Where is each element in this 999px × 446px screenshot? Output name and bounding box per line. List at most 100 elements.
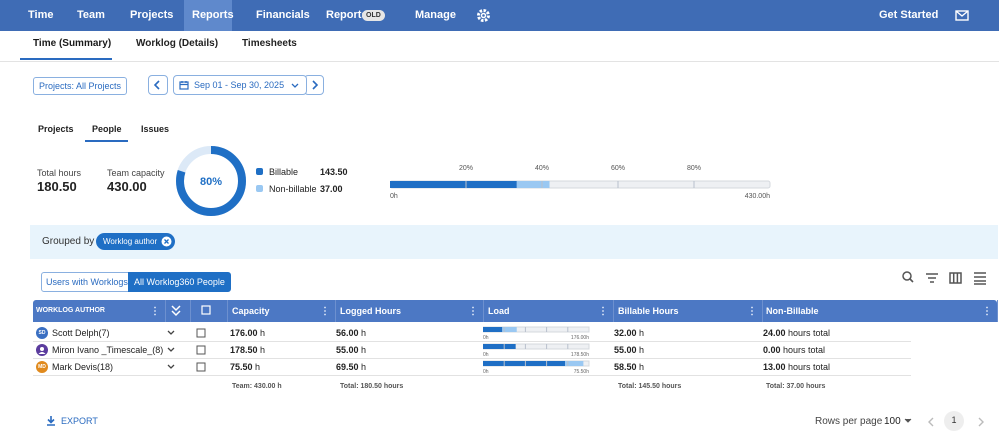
page-number[interactable]: 1 xyxy=(951,415,957,425)
column-total: Total: 145.50 hours xyxy=(618,383,682,390)
column-header[interactable]: Capacity xyxy=(232,306,270,316)
rows-per-page-value[interactable]: 100 xyxy=(884,416,901,427)
menu-dot xyxy=(472,306,474,309)
load-billable xyxy=(483,327,503,332)
column-header[interactable]: WORKLOG AUTHOR xyxy=(36,307,105,314)
menu-dot xyxy=(986,310,988,312)
nav-item[interactable]: Manage xyxy=(415,9,456,21)
load-bar: 0h 75.50h xyxy=(483,360,590,375)
avatar xyxy=(36,327,48,339)
avatar-head xyxy=(40,347,44,351)
logged: 56.00 h xyxy=(336,325,366,341)
load-track xyxy=(483,326,590,333)
export-icon[interactable] xyxy=(46,415,56,427)
team-capacity-label: Team capacity xyxy=(107,168,165,178)
row-expand xyxy=(167,364,175,369)
bar-tick-label: 40% xyxy=(535,165,549,172)
bar-tick-label: 20% xyxy=(459,165,473,172)
column-total: Team: 430.00 h xyxy=(232,383,282,390)
row-divider xyxy=(33,341,911,342)
total-hours-value: 180.50 xyxy=(37,179,77,194)
subtab[interactable]: Issues xyxy=(141,124,170,134)
subtab[interactable]: People xyxy=(92,124,122,134)
column-header[interactable]: Non-Billable xyxy=(766,306,819,316)
rows-per-page-label: Rows per page xyxy=(815,416,883,427)
billable-value: 58.50 xyxy=(614,362,637,372)
nav-item[interactable]: Projects xyxy=(130,9,174,21)
author[interactable]: Miron Ivano _Timescale_(8) xyxy=(52,345,164,355)
column-header[interactable]: Billable Hours xyxy=(618,306,679,316)
column-header[interactable]: Logged Hours xyxy=(340,306,401,316)
load-track xyxy=(483,343,590,350)
nav-item[interactable]: Team xyxy=(77,9,105,21)
tab-divider xyxy=(0,61,999,62)
date-range[interactable]: Sep 01 - Sep 30, 2025 xyxy=(173,75,308,95)
menu-dot xyxy=(602,306,604,309)
date-dropdown-icon xyxy=(291,83,299,88)
view-button[interactable]: Users with Worklogs xyxy=(41,272,133,292)
billable-unit: h xyxy=(636,328,645,338)
load-scale-label: 178.50h xyxy=(571,352,589,358)
group-chip-text: Worklog author xyxy=(103,237,158,246)
row-expand xyxy=(167,330,175,335)
column-total: Total: 180.50 hours xyxy=(340,383,404,390)
menu-dot xyxy=(324,306,326,309)
group-chip[interactable]: Worklog author xyxy=(96,233,176,250)
logged-value: 55.00 xyxy=(336,345,359,355)
column-divider xyxy=(762,300,763,322)
load-billable xyxy=(483,361,566,366)
export-button[interactable]: EXPORT xyxy=(61,416,98,426)
load-scale-label: 75.50h xyxy=(574,369,590,375)
prev-button[interactable] xyxy=(148,75,168,95)
avatar xyxy=(36,361,48,373)
menu-dot xyxy=(986,306,988,309)
row-checkbox xyxy=(196,345,206,355)
menu-dot xyxy=(472,313,474,316)
logged-unit: h xyxy=(358,345,367,355)
capacity-unit: h xyxy=(257,345,266,355)
projects-filter[interactable]: Projects: All Projects xyxy=(33,77,128,95)
author[interactable]: Mark Devis(18) xyxy=(52,362,114,372)
date-range-text: Sep 01 - Sep 30, 2025 xyxy=(194,80,285,90)
load-non-billable xyxy=(502,327,517,332)
rows-dropdown-icon[interactable] xyxy=(904,418,912,424)
tab[interactable]: Time (Summary) xyxy=(33,38,112,49)
active-nav-bg xyxy=(184,0,232,31)
load-bar: 0h 176.00h xyxy=(483,326,590,341)
subtab[interactable]: Projects xyxy=(38,124,74,134)
pager-arrows[interactable] xyxy=(926,416,986,428)
tab[interactable]: Timesheets xyxy=(242,38,297,49)
toolbar-icons[interactable] xyxy=(900,270,990,286)
bar-tick-label: 60% xyxy=(611,165,625,172)
logged-value: 56.00 xyxy=(336,328,359,338)
menu-dot xyxy=(154,313,156,316)
get-started[interactable]: Get Started xyxy=(879,9,939,21)
settings-icon[interactable] xyxy=(476,8,491,23)
table-header xyxy=(33,300,997,322)
author[interactable]: Scott Delph(7) xyxy=(52,328,110,338)
capacity-value: 176.00 xyxy=(230,328,258,338)
column-divider xyxy=(227,300,228,322)
column-divider xyxy=(997,300,998,322)
chip-remove[interactable] xyxy=(161,236,172,247)
mail-icon[interactable] xyxy=(955,10,969,21)
row-checkbox xyxy=(196,328,206,338)
column-header[interactable]: Load xyxy=(488,306,510,316)
column-divider xyxy=(483,300,484,322)
billable: 55.00 h xyxy=(614,342,644,358)
billable-value: 55.00 xyxy=(614,345,637,355)
row-controls xyxy=(167,362,206,372)
group-band xyxy=(30,225,998,259)
tab[interactable]: Worklog (Details) xyxy=(136,38,219,49)
billable-unit: h xyxy=(636,345,645,355)
nav-item[interactable]: Reports xyxy=(192,9,234,21)
view-button[interactable]: All Worklog360 People xyxy=(128,272,231,292)
bar-segment xyxy=(516,181,550,188)
load-bar: 0h 178.50h xyxy=(483,343,590,358)
nav-item[interactable]: Time xyxy=(28,9,54,21)
nav-item[interactable]: Reports xyxy=(326,9,368,21)
row-divider xyxy=(33,358,911,359)
legend-value: 37.00 xyxy=(320,184,343,194)
nav-item[interactable]: Financials xyxy=(256,9,310,21)
